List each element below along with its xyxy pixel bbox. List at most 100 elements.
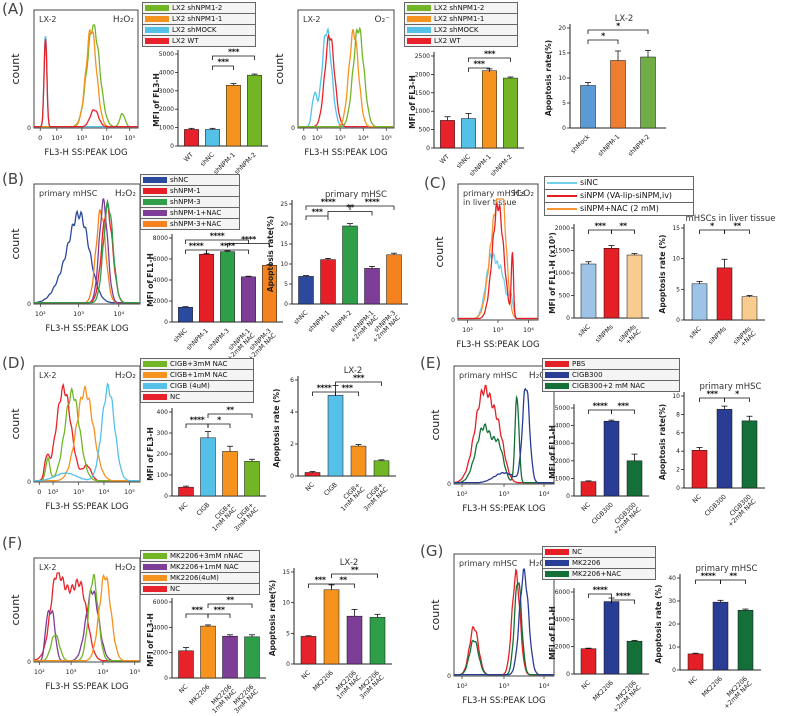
svg-text:4: 4 [676,448,680,455]
svg-text:10²: 10² [34,668,45,676]
svg-text:2000: 2000 [159,106,174,113]
panel-label-c: (C) [424,174,447,192]
svg-text:8: 8 [676,411,680,418]
svg-text:primary mHSC: primary mHSC [459,371,518,380]
legend-swatch [143,586,167,592]
svg-text:500: 500 [559,293,571,300]
histogram-curve-mk2206 [454,567,554,676]
bar-mk2206-1mm-nac [222,635,238,679]
bar-nc [580,648,597,675]
svg-text:LX-2: LX-2 [39,371,57,380]
svg-text:10⁴: 10⁴ [101,134,112,142]
legend-label: LX2 shNPM1-2 [172,3,223,12]
bar-shnc [461,118,476,149]
legend-label: LX2 WT [172,36,199,45]
legend-entry: shNC [141,175,239,186]
svg-text:siNPMs+NAC: siNPMs+NAC [617,323,643,349]
legend-entry: MK2206 [543,558,655,569]
panel-a-mfi-bar-h2o2: 0 1000 2000 3000 4000 5000 MFI of FL3-H *** *** W… [152,44,272,186]
svg-text:200: 200 [157,451,169,458]
panel-a-mfi-bar-o2: 0 500 1000 1500 2000 2500 MFI of FL3-H *** *** WT… [408,46,528,188]
svg-text:10: 10 [280,261,288,268]
legend-swatch [143,553,167,559]
legend-swatch [143,210,167,216]
svg-text:0: 0 [447,673,451,680]
svg-text:H₂O₂: H₂O₂ [115,371,136,381]
svg-text:10³: 10³ [73,310,84,318]
legend-label: MK2206(4uM) [170,573,219,582]
legend-entry: siNPM+NAC (2 mM) [545,203,693,215]
bar-nc [691,450,708,489]
svg-text:FL3-H SS:PEAK LOG: FL3-H SS:PEAK LOG [462,504,545,514]
legend-label: LX2 shNPM1-2 [434,3,485,12]
legend-entry: NC [543,547,655,558]
svg-text:CIGB+3mM NAC: CIGB+3mM NAC [229,501,261,533]
svg-text:***: *** [473,60,485,69]
legend-swatch [143,394,167,400]
svg-text:shNPM-1: shNPM-1 [213,151,237,175]
svg-text:1000: 1000 [415,108,430,115]
svg-text:FL3-H SS:PEAK LOG: FL3-H SS:PEAK LOG [304,148,387,158]
histogram-curve-cigb300 [454,387,554,484]
bar-cigb-3mm-nac [373,460,390,477]
svg-text:shNPM-2: shNPM-2 [234,151,258,175]
legend-swatch [143,564,167,570]
svg-text:2500: 2500 [415,53,430,60]
legend-swatch [143,575,167,581]
svg-text:siNC: siNC [577,323,592,338]
panel-g-apoptosis-bar: primary mHSC 0 10 20 30 40 Apoptosis rate (%) *… [654,562,765,716]
bar-wt [440,120,455,149]
panel-c-apoptosis-bar: mHSCs in liver tissue 0 5 10 15 Apoptosis rat… [658,212,775,366]
legend-swatch [545,361,569,367]
svg-text:**: ** [339,576,348,585]
panel-d-legend: CIGB+3mM NAC CIGB+1mM NAC CIGB (4uM) NC [140,358,254,403]
svg-text:0: 0 [164,319,168,326]
svg-text:Apoptosis rate (%): Apoptosis rate (%) [658,235,667,314]
legend-label: MK2206+1mM NAC [170,562,239,571]
svg-text:4000: 4000 [159,69,174,76]
svg-text:6000: 6000 [153,256,168,263]
legend-entry: CIGB+1mM NAC [141,370,253,381]
legend-label: NC [572,547,583,556]
svg-text:0: 0 [27,301,31,308]
legend-entry: CIGB+3mM NAC [141,359,253,370]
svg-text:***: *** [353,374,365,383]
svg-text:primary mHSC: primary mHSC [459,559,518,568]
legend-entry: CIGB (4uM) [141,381,253,392]
svg-text:NC: NC [688,675,700,687]
svg-text:10: 10 [558,75,566,82]
svg-text:FL3-H SS:PEAK LOG: FL3-H SS:PEAK LOG [45,502,128,512]
svg-text:MK22063mM NAC: MK22063mM NAC [354,669,386,701]
legend-swatch [145,5,169,11]
legend-swatch [407,16,431,22]
svg-text:20: 20 [668,621,676,628]
svg-text:O₂⁻: O₂⁻ [375,15,391,25]
panel-e-mfi-bar: 0 1000 2000 3000 4000 5000 MFI of FL1-H **** ***… [548,398,653,542]
legend-entry: LX2 shMOCK [405,25,517,36]
bar-shnc [298,276,314,305]
legend-swatch [407,38,431,44]
svg-text:count: count [433,236,446,268]
legend-swatch [545,549,569,555]
legend-label: PBS [572,359,586,368]
svg-text:10³: 10³ [499,490,510,498]
svg-text:MK2206: MK2206 [188,683,211,706]
panel-g-histogram: count 0 primary mHSC H₂O₂ 10² 10³ 10⁴ FL3-H SS:… [429,548,560,706]
svg-text:count: count [273,53,286,85]
svg-text:FL3-H SS:PEAK LOG: FL3-H SS:PEAK LOG [462,696,545,706]
svg-text:0: 0 [37,488,41,496]
svg-text:LX-2: LX-2 [340,558,359,568]
svg-text:shNPM-3: shNPM-3 [207,327,231,351]
svg-text:5000: 5000 [159,51,174,58]
svg-text:****: **** [616,592,632,601]
legend-entry: LX2 shNPM1-1 [405,14,517,25]
svg-text:shNC: shNC [172,327,189,344]
svg-text:0: 0 [291,125,295,132]
svg-text:5: 5 [562,100,566,107]
panel-c-mfi-bar: 0 500 1000 1500 2000 MFI of FL1-H (x10³) *** **… [548,218,653,362]
bar-sinpms-nac [741,296,758,321]
bar-nc [687,653,704,671]
